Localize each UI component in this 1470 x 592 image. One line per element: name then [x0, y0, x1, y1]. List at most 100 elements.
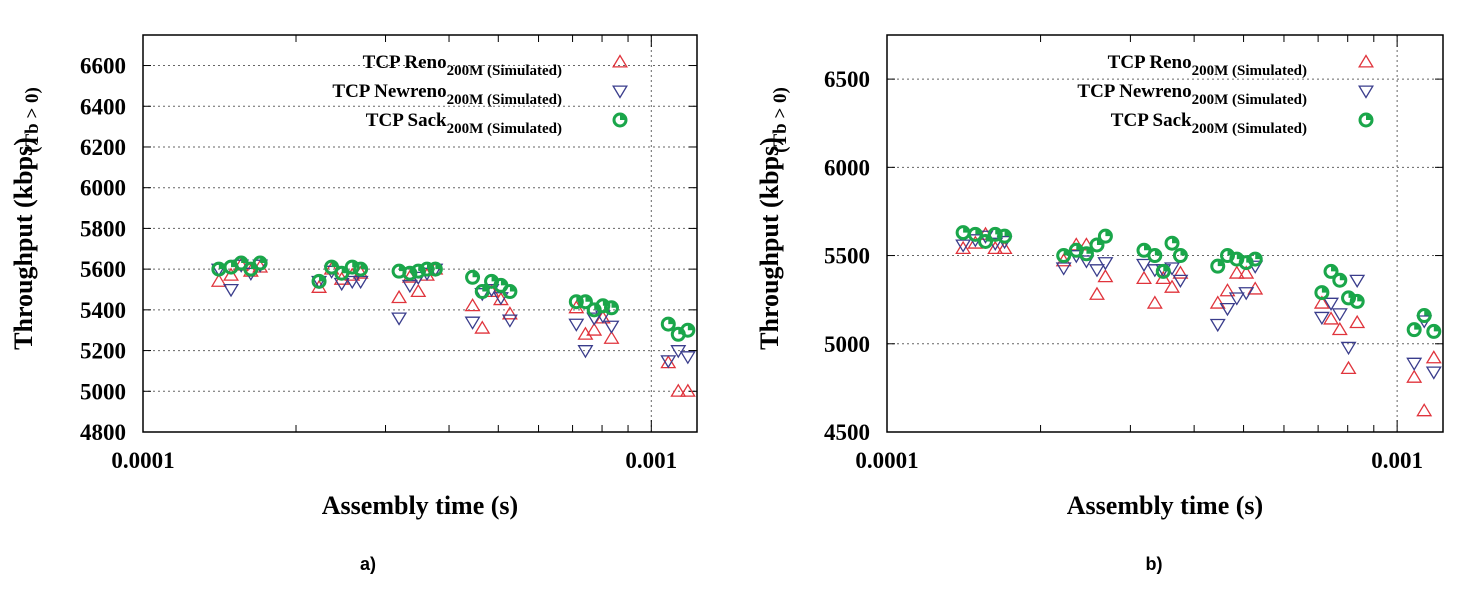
y-tick-label: 6200	[80, 135, 126, 160]
legend-marker-reno	[1358, 54, 1374, 68]
data-point-sack	[603, 300, 619, 316]
data-point-sack	[577, 294, 593, 310]
data-point-sack	[997, 228, 1013, 244]
data-point-sack	[1172, 248, 1188, 264]
data-point-sack	[1147, 248, 1163, 264]
data-point-newreno	[464, 316, 481, 330]
data-point-reno	[1313, 295, 1330, 309]
series-reno	[210, 257, 696, 397]
series-newreno	[210, 259, 696, 369]
data-point-reno	[1219, 283, 1236, 297]
data-point-sack	[334, 265, 350, 281]
data-point-reno	[1146, 295, 1163, 309]
x-axis-label: Assembly time (s)	[1067, 491, 1263, 520]
data-point-newreno	[577, 345, 594, 359]
plot-frame	[142, 34, 698, 433]
data-point-sack	[502, 284, 518, 300]
data-point-reno	[603, 330, 620, 344]
data-point-newreno	[1331, 308, 1348, 322]
data-point-sack	[1089, 237, 1105, 253]
data-point-newreno	[1228, 292, 1245, 306]
data-point-reno	[1238, 265, 1255, 279]
legend-marker-sack	[612, 112, 628, 128]
data-point-reno	[1209, 295, 1226, 309]
data-point-reno	[1136, 270, 1152, 285]
data-point-sack	[955, 225, 971, 241]
y-axis-label: Throughput (kbps)	[755, 137, 784, 350]
data-point-sack	[967, 226, 983, 242]
panel-label: b)	[1146, 554, 1163, 574]
data-point-reno	[1089, 286, 1105, 300]
legend-marker-sack	[1358, 112, 1374, 128]
data-point-sack	[1155, 263, 1171, 279]
data-point-sack	[1078, 246, 1094, 262]
data-point-sack	[1247, 251, 1263, 267]
data-point-newreno	[1209, 318, 1226, 333]
data-point-newreno	[1078, 255, 1095, 269]
data-point-sack	[1332, 272, 1348, 288]
data-point-sack	[1323, 263, 1339, 279]
data-point-newreno	[1219, 302, 1236, 317]
panel-label: a)	[360, 554, 376, 574]
data-point-newreno	[391, 312, 408, 326]
data-point-sack	[1164, 235, 1180, 251]
data-point-sack	[465, 269, 481, 285]
legend-label-sack: TCP Sack200M (Simulated)	[1111, 110, 1307, 137]
data-point-newreno	[603, 320, 620, 334]
data-point-sack	[353, 261, 369, 277]
data-point-newreno	[1172, 274, 1189, 289]
y-axis-label: Throughput (kbps)	[9, 137, 38, 350]
legend-marker-newreno	[1358, 85, 1374, 99]
data-point-newreno	[1425, 366, 1442, 380]
data-point-reno	[586, 322, 603, 336]
y-tick-label: 5600	[80, 257, 126, 282]
y-tick-label: 5800	[80, 216, 126, 241]
y-tick-label: 5000	[80, 379, 126, 404]
data-point-reno	[660, 355, 677, 369]
data-point-newreno	[501, 314, 518, 328]
data-point-sack	[1210, 258, 1226, 274]
data-point-reno	[391, 289, 408, 304]
legend-label-newreno: TCP Newreno200M (Simulated)	[1077, 81, 1307, 108]
data-point-reno	[679, 383, 696, 397]
data-point-reno	[1323, 311, 1339, 325]
x-tick-label: 0.001	[625, 448, 677, 473]
data-point-reno	[1164, 279, 1180, 293]
data-point-reno	[410, 283, 427, 298]
data-point-sack	[427, 261, 443, 277]
data-point-newreno	[1349, 274, 1366, 289]
series-sack	[211, 255, 696, 342]
data-point-reno	[210, 273, 227, 287]
data-point-reno	[1228, 265, 1245, 279]
y-tick-label: 6500	[824, 67, 870, 92]
data-point-sack	[1349, 293, 1365, 309]
data-point-reno	[1406, 369, 1423, 383]
data-point-reno	[464, 298, 481, 312]
data-point-newreno	[1406, 357, 1423, 371]
data-point-reno	[1097, 268, 1114, 283]
data-point-sack	[1406, 322, 1422, 338]
data-point-newreno	[1089, 264, 1105, 278]
legend-label-reno: TCP Reno200M (Simulated)	[1108, 52, 1307, 79]
plot-frame	[886, 34, 1444, 433]
y-tick-label: 6000	[824, 155, 870, 180]
data-point-newreno	[1238, 287, 1255, 301]
data-point-reno	[223, 267, 240, 281]
y-tick-label: 4800	[80, 420, 126, 445]
data-point-reno	[501, 306, 518, 320]
y-tick-label: 5000	[824, 332, 870, 357]
data-point-reno	[1416, 403, 1433, 417]
data-point-newreno	[1340, 341, 1357, 356]
data-point-newreno	[344, 275, 361, 290]
data-point-newreno	[1323, 297, 1339, 311]
chart-panel-b: 4500 5000 5500 6000 6500 0.0001 0.001 Assembly …	[755, 34, 1444, 574]
data-point-reno	[987, 240, 1004, 255]
y-tick-label: 6000	[80, 176, 126, 201]
legend-marker-newreno	[612, 85, 628, 99]
chart-panel-a: 4800 5000 5200 5400 5600 5800 6000 6200 6400 6600…	[9, 34, 698, 574]
legend-marker-reno	[612, 54, 628, 68]
data-point-sack	[1416, 308, 1432, 324]
x-tick-label: 0.0001	[111, 448, 174, 473]
data-point-sack	[252, 255, 268, 271]
y-tick-label: 6400	[80, 94, 126, 119]
